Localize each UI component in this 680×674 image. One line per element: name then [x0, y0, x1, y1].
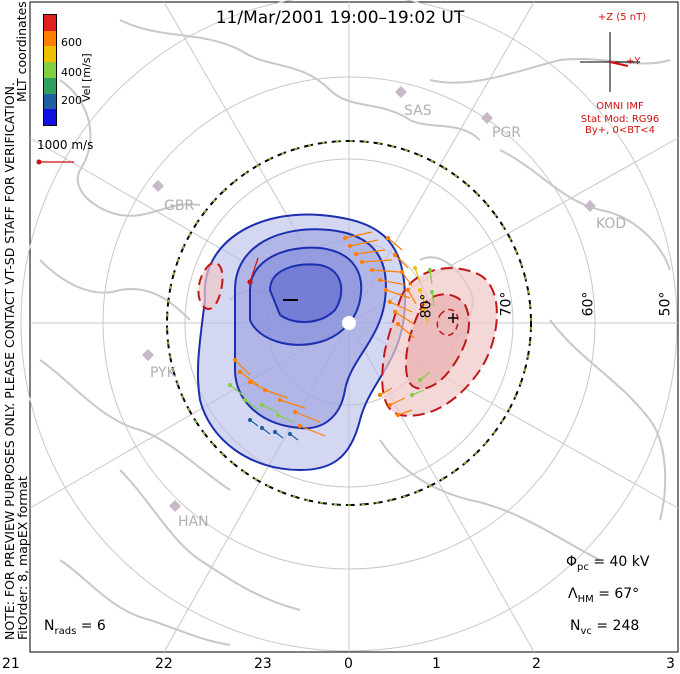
station-pyk: PYK: [150, 365, 176, 381]
lambda-value: = 67°: [598, 586, 640, 602]
phi-symbol: Φ: [566, 554, 578, 570]
imf-y-label: +Y: [626, 56, 641, 67]
preview-note: NOTE: FOR PREVIEW PURPOSES ONLY. PLEASE …: [2, 82, 30, 640]
imf-condition: By+, 0<BT<4: [585, 125, 655, 136]
stat-phi-pc: Φpc = 40 kV: [566, 554, 649, 573]
velocity-vectors: [227, 231, 435, 441]
colorbar-segment: [44, 93, 56, 110]
phi-value: = 40 kV: [593, 554, 650, 570]
colorbar-segment: [44, 15, 56, 31]
positive-cell: [197, 261, 498, 417]
mlt-tick-21: 21: [2, 656, 20, 672]
lambda-sub: HM: [577, 593, 594, 605]
map-title: 11/Mar/2001 19:00–19:02 UT: [215, 8, 465, 28]
colorbar-segment: [44, 46, 56, 63]
station-han: HAN: [178, 514, 209, 530]
mlt-tick-22: 22: [155, 656, 173, 672]
colorbar-tick-400: 400: [61, 66, 82, 79]
nrads-symbol: N: [44, 618, 55, 634]
colorbar-segment: [44, 62, 56, 78]
lat-label-70: 70°: [498, 291, 515, 317]
plot-frame: [29, 1, 679, 653]
scale-vector-label: 1000 m/s: [37, 138, 94, 152]
mlt-coordinates-label: MLT coordinates: [14, 1, 29, 102]
colorbar-axis-label: Vel [m/s]: [80, 53, 93, 102]
lambda-symbol: Λ: [568, 586, 578, 602]
imf-clock: [580, 32, 640, 92]
colorbar-segment: [44, 109, 56, 125]
pole-marker: [342, 316, 356, 330]
station-sas: SAS: [404, 103, 432, 119]
nvc-symbol: N: [570, 618, 581, 634]
lat-label-80: 80°: [418, 293, 435, 319]
velocity-colorbar: [43, 14, 57, 126]
station-markers: [142, 86, 596, 512]
stat-n-rads: Nrads = 6: [44, 618, 106, 637]
station-gbr: GBR: [164, 198, 195, 214]
mlt-tick-0: 0: [344, 656, 353, 672]
scale-vector: [36, 159, 74, 165]
stat-n-vc: Nvc = 248: [570, 618, 639, 637]
nrads-sub: rads: [54, 625, 77, 637]
station-pgr: PGR: [492, 125, 522, 141]
nvc-sub: vc: [580, 625, 592, 637]
imf-model: Stat Mod: RG96: [580, 114, 660, 125]
negative-cell: [196, 213, 407, 472]
station-kod: KOD: [596, 216, 627, 232]
stat-lambda-hm: ΛHM = 67°: [568, 586, 639, 605]
colorbar-tick-200: 200: [61, 94, 82, 107]
colorbar-segment: [44, 30, 56, 47]
hm-boundary-vectors: [166, 140, 532, 506]
colorbar-tick-600: 600: [61, 36, 82, 49]
mlt-tick-3: 3: [666, 656, 675, 672]
imf-source: OMNI IMF: [596, 101, 644, 112]
lat-label-50: 50°: [657, 291, 674, 317]
phi-sub: pc: [577, 561, 589, 573]
mlt-tick-2: 2: [532, 656, 541, 672]
imf-z-label: +Z (5 nT): [597, 12, 647, 23]
colorbar-segment: [44, 77, 56, 94]
nvc-value: = 248: [596, 618, 640, 634]
preview-note-line2: FitOrder: 8, mapEX format: [15, 476, 30, 640]
lat-label-60: 60°: [580, 291, 597, 317]
nrads-value: = 6: [80, 618, 106, 634]
mlt-tick-1: 1: [432, 656, 441, 672]
mlt-tick-23: 23: [254, 656, 272, 672]
